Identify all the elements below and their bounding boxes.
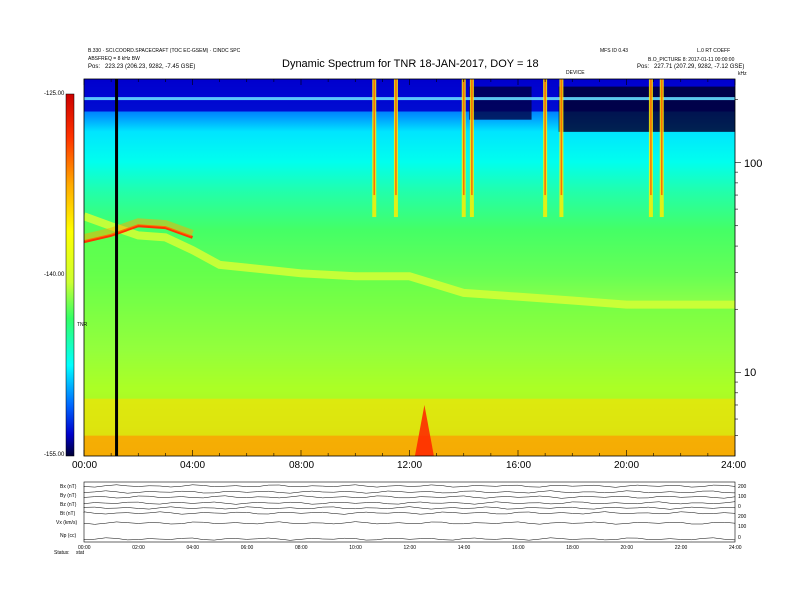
x-tick-2: 08:00 [289,460,315,471]
type-iii-burst-core [462,79,465,196]
ts-right-3: 200 [738,514,747,520]
type-iii-burst-core [373,79,376,196]
type-iii-burst-core [544,79,546,196]
x-tick-1: 04:00 [180,460,206,471]
freq-unit: kHz [738,71,747,77]
timeseries-line [83,537,736,541]
plasma-band [84,212,735,456]
colorbar-tick-mid: -140.00 [44,272,65,278]
ts-time-tick: 08:00 [295,545,308,551]
chart-title: Dynamic Spectrum for TNR 18-JAN-2017, DO… [282,58,539,70]
ts-time-tick: 20:00 [620,545,634,551]
ts-time-tick: 04:00 [186,545,200,551]
red-emission-line [84,224,194,244]
colorbar [65,93,75,457]
footer-status-value: stat [76,550,85,556]
timeseries-line [83,484,736,488]
colorbar-tick-top: -125.00 [44,91,65,97]
dark-region-mid [469,86,532,120]
header-left-pos-value: 223.23 (206.23, 9282, -7.45 GSE) [105,64,196,70]
timeseries-panel [83,481,736,543]
ts-right-0: 200 [738,484,747,490]
ts-label-vx: Vx (km/s) [56,520,78,526]
header-right-line2: B.O_PICTURE 8: 2017-01-11 00:00:00 [648,57,735,63]
ts-right-4: 100 [738,524,747,530]
dark-region-late [558,86,735,132]
ts-time-tick: 06:00 [240,545,254,551]
ts-time-tick: 00:00 [78,545,91,551]
ts-time-tick: 22:00 [674,545,688,551]
header-right-pos-label: Pos: [637,64,650,70]
type-iii-burst-core [471,79,473,196]
timeseries-line [83,511,736,515]
ts-right-1: 100 [738,494,747,500]
ts-time-tick: 12:00 [403,545,417,551]
timeseries-line [83,495,736,499]
x-tick-3: 12:00 [397,460,423,471]
colorbar-tick-bottom: -155.00 [44,452,65,458]
ts-label-bz: Bz (nT) [60,502,77,508]
footer-status-label: Status: [54,550,70,556]
header-left-line1: B.330 · SCI.COORD.SPACECRAFT (TOC EC-GSE… [88,48,241,54]
timeseries-line [83,521,736,525]
interference-line [84,97,735,101]
plot-area [84,79,735,456]
type-iii-burst-core [395,79,397,196]
header-left-line2: ABSFREQ = 8 kHz BW [88,56,140,62]
ts-label-by: By (nT) [60,493,77,499]
type-iii-burst-core [560,79,563,196]
x-tick-0: 00:00 [72,460,98,471]
header-right-pos-value: 227.71 (207.29, 9282, -7.12 GSE) [654,64,745,70]
low-freq-event [414,404,434,456]
type-iii-burst-core [650,79,652,196]
ts-label-bt: Bt (nT) [60,511,76,517]
ts-time-tick: 10:00 [349,545,362,551]
header-left-pos-label: Pos: [88,64,101,70]
ts-time-tick: 14:00 [457,545,471,551]
band-edge-glow [84,212,735,309]
ts-right-5: 0 [738,535,741,541]
y-tick-10: 10 [744,367,757,379]
x-tick-6: 24:00 [721,460,747,471]
x-tick-4: 16:00 [506,460,532,471]
ts-time-tick: 24:00 [729,545,742,551]
low-freq-orange [84,435,735,456]
timeseries-line [83,501,736,505]
marker-label: DEVICE [566,70,585,76]
timeseries-line [83,506,736,510]
ts-label-bx: Bx (nT) [60,484,77,490]
time-marker [115,79,119,456]
type-iii-burst-core [660,79,663,196]
y-tick-100: 100 [744,158,763,170]
colorbar-label: TNR [77,322,88,328]
header-right-line1b: L.0 RT COEFF [697,48,731,54]
ts-time-tick: 18:00 [566,545,579,551]
header-right-line1a: MFS ID 0.43 [600,48,629,54]
timeseries-line [83,490,736,494]
x-tick-5: 20:00 [614,460,640,471]
ts-right-2: 0 [738,504,741,510]
red-emission-halo [84,218,194,242]
ts-time-tick: 16:00 [512,545,525,551]
ts-time-tick: 02:00 [132,545,145,551]
ts-label-np: Np (cc) [60,533,77,539]
